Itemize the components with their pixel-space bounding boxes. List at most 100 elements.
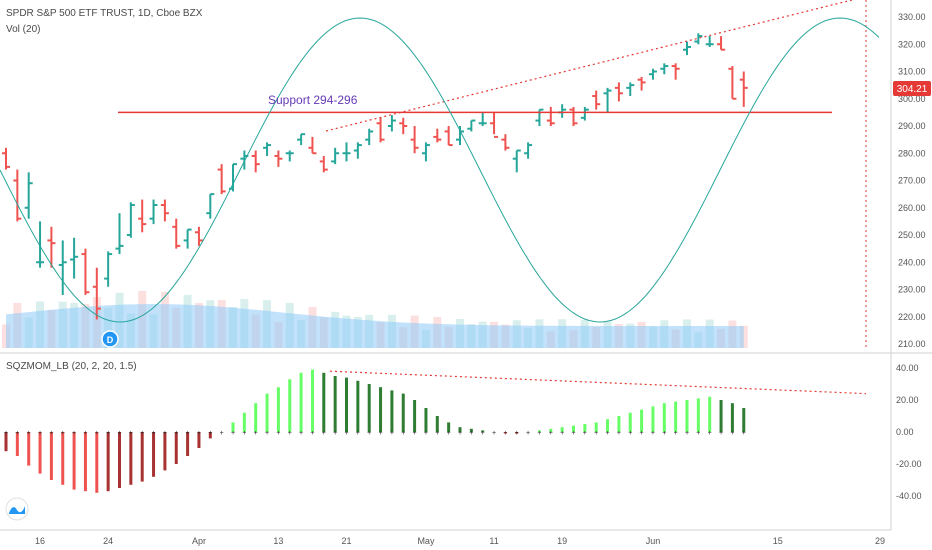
- price-bar: [160, 199, 169, 222]
- price-bar: [717, 36, 726, 51]
- momentum-layer: + + + + + + + + + + + + + + + + + + + + + + + + + + + + + + + + + + + + + + + +…: [4, 369, 867, 493]
- squeeze-dot: +: [310, 430, 314, 437]
- squeeze-dot: +: [95, 430, 99, 437]
- price-bar: [512, 149, 521, 173]
- squeeze-dot: +: [447, 430, 451, 437]
- squeeze-dot: +: [719, 430, 723, 437]
- price-badge: 304.21: [893, 81, 931, 96]
- time-tick-label: 13: [273, 536, 283, 546]
- squeeze-dot: +: [583, 430, 587, 437]
- price-tick-label: 210.00: [898, 339, 926, 349]
- price-bar: [183, 228, 192, 249]
- price-tick-label: 330.00: [898, 12, 926, 22]
- price-bar: [705, 36, 714, 47]
- squeeze-dot: +: [515, 430, 519, 437]
- squeeze-dot: +: [322, 430, 326, 437]
- price-bar: [126, 202, 135, 238]
- squeeze-dot: +: [254, 430, 258, 437]
- price-bar: [149, 199, 158, 225]
- price-bar: [569, 106, 578, 126]
- tradingview-logo[interactable]: [5, 497, 29, 521]
- price-tick-label: 280.00: [898, 148, 926, 158]
- squeeze-dot: +: [276, 430, 280, 437]
- price-bar: [36, 221, 45, 268]
- squeeze-dot: +: [220, 430, 224, 437]
- price-bar: [24, 172, 33, 219]
- price-bar: [240, 150, 249, 170]
- squeeze-dot: +: [197, 430, 201, 437]
- price-bar: [285, 150, 294, 162]
- momentum-tick-label: -40.00: [896, 491, 922, 501]
- squeeze-dot: +: [242, 430, 246, 437]
- squeeze-dot: +: [674, 430, 678, 437]
- price-tick-label: 250.00: [898, 230, 926, 240]
- squeeze-dot: +: [617, 430, 621, 437]
- squeeze-dot: +: [208, 430, 212, 437]
- price-bar: [660, 63, 669, 75]
- squeeze-dot: +: [413, 430, 417, 437]
- squeeze-dot: +: [27, 430, 31, 437]
- event-marker[interactable]: D: [101, 330, 119, 348]
- price-bar: [331, 147, 340, 165]
- squeeze-dot: +: [129, 430, 133, 437]
- squeeze-dot: +: [571, 430, 575, 437]
- time-tick-label: Jun: [646, 536, 661, 546]
- price-bar: [308, 136, 317, 155]
- price-bar: [683, 41, 691, 56]
- squeeze-dot: +: [481, 430, 485, 437]
- squeeze-dot: +: [651, 430, 655, 437]
- squeeze-dot: +: [299, 430, 303, 437]
- squeeze-dot: +: [390, 430, 394, 437]
- price-bar: [297, 133, 306, 146]
- indicator-label: SQZMOM_LB (20, 2, 20, 1.5): [6, 361, 137, 372]
- price-bar: [47, 226, 56, 268]
- time-tick-label: Apr: [192, 536, 206, 546]
- trend-line-momentum: [329, 370, 867, 395]
- time-tick-label: 19: [557, 536, 567, 546]
- volume-label: Vol (20): [6, 24, 40, 35]
- price-tick-label: 270.00: [898, 176, 926, 186]
- price-tick-label: 240.00: [898, 257, 926, 267]
- squeeze-dot: +: [537, 430, 541, 437]
- price-bar: [138, 199, 147, 233]
- squeeze-dot: +: [288, 430, 292, 437]
- price-badge-value: 304.21: [897, 84, 928, 95]
- price-bar: [637, 76, 646, 91]
- squeeze-dot: +: [742, 430, 746, 437]
- price-bar: [728, 66, 737, 100]
- squeeze-dot: +: [231, 430, 235, 437]
- price-bar: [467, 119, 476, 132]
- price-bar: [92, 267, 101, 320]
- price-bar: [104, 251, 113, 287]
- axis-layer: 330.00320.00310.00300.00290.00280.00270.…: [35, 12, 925, 546]
- price-bar: [501, 134, 510, 151]
- trend-line-upper: [325, 0, 855, 132]
- squeeze-dot: +: [174, 430, 178, 437]
- squeeze-dot: +: [560, 430, 564, 437]
- price-bar: [671, 63, 680, 80]
- squeeze-dot: +: [163, 430, 167, 437]
- price-bar: [410, 126, 419, 154]
- price-bar: [626, 82, 635, 97]
- squeeze-dot: +: [186, 430, 190, 437]
- squeeze-dot: +: [492, 430, 496, 437]
- squeeze-dot: +: [606, 430, 610, 437]
- squeeze-dot: +: [106, 430, 110, 437]
- squeeze-dot: +: [72, 430, 76, 437]
- squeeze-dot: +: [628, 430, 632, 437]
- squeeze-dot: +: [356, 430, 360, 437]
- price-bar: [603, 87, 612, 113]
- time-tick-label: May: [417, 536, 435, 546]
- squeeze-dot: +: [38, 430, 42, 437]
- squeeze-dot: +: [549, 430, 553, 437]
- price-bar: [342, 142, 351, 162]
- time-tick-label: 16: [35, 536, 45, 546]
- time-tick-label: 21: [341, 536, 351, 546]
- squeeze-dot: +: [435, 430, 439, 437]
- price-tick-label: 300.00: [898, 94, 926, 104]
- squeeze-dot: +: [117, 430, 121, 437]
- price-bar: [648, 68, 657, 80]
- time-tick-label: 29: [875, 536, 885, 546]
- squeeze-dot: +: [83, 430, 87, 437]
